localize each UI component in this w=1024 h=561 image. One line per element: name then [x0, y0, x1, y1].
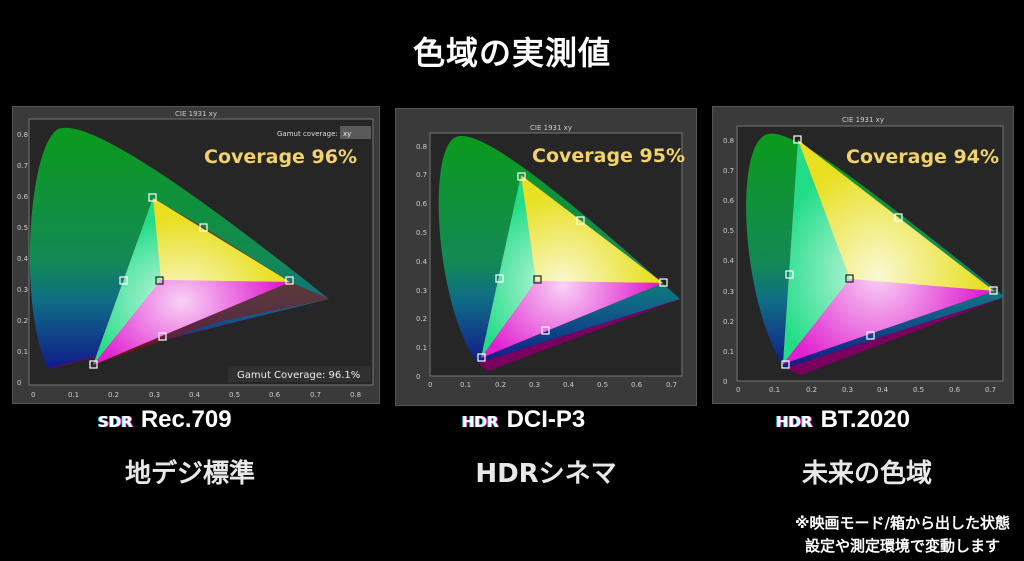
svg-text:0.4: 0.4 [17, 255, 29, 263]
svg-text:0.6: 0.6 [949, 386, 961, 394]
svg-text:0.4: 0.4 [877, 386, 889, 394]
svg-text:0.1: 0.1 [17, 348, 28, 356]
svg-text:0.8: 0.8 [17, 131, 28, 139]
svg-text:0.3: 0.3 [842, 386, 853, 394]
svg-text:0.3: 0.3 [149, 391, 160, 399]
svg-text:0.7: 0.7 [985, 386, 996, 394]
svg-text:0.4: 0.4 [189, 391, 201, 399]
page-title: 色域の実測値 [412, 34, 611, 72]
standard-label-rec709: SDR Rec.709 [98, 406, 232, 433]
svg-text:0.1: 0.1 [460, 381, 471, 389]
subtitle-bt2020: 未来の色域 [801, 459, 932, 489]
svg-text:0.8: 0.8 [350, 391, 361, 399]
svg-text:0.6: 0.6 [416, 200, 428, 208]
gamut-coverage-label: Gamut coverage: [277, 130, 338, 138]
svg-text:0.7: 0.7 [723, 167, 734, 175]
svg-text:0.5: 0.5 [416, 229, 427, 237]
svg-text:0.3: 0.3 [529, 381, 540, 389]
gamut-coverage-dropdown[interactable] [340, 126, 371, 139]
svg-text:0.3: 0.3 [723, 288, 734, 296]
coverage-annotation: Coverage 94% [846, 146, 999, 168]
svg-text:0.2: 0.2 [806, 386, 817, 394]
svg-text:0.2: 0.2 [495, 381, 506, 389]
svg-text:0.6: 0.6 [17, 193, 29, 201]
svg-text:0.6: 0.6 [631, 381, 643, 389]
svg-text:0.7: 0.7 [416, 171, 427, 179]
svg-text:0.7: 0.7 [666, 381, 677, 389]
svg-text:0.4: 0.4 [416, 258, 428, 266]
svg-text:xy: xy [343, 130, 351, 138]
svg-text:0.1: 0.1 [723, 348, 734, 356]
svg-text:CIE 1931 xy: CIE 1931 xy [842, 116, 884, 124]
chart-title: CIE 1931 xy [175, 110, 217, 118]
chart-panel-bt2020: CIE 1931 xy 0 0.1 0.2 0.3 0.4 0.5 0.6 0.7 0.8 0 0… [712, 106, 1014, 404]
svg-text:0: 0 [31, 391, 35, 399]
svg-text:0.6: 0.6 [269, 391, 281, 399]
svg-text:0.5: 0.5 [229, 391, 240, 399]
subtitle-dcip3: HDRシネマ [475, 459, 617, 489]
subtitle-rec709: 地デジ標準 [124, 459, 255, 489]
svg-text:0.2: 0.2 [416, 315, 427, 323]
svg-text:0: 0 [416, 373, 420, 381]
gamut-coverage-value: Gamut Coverage: 96.1% [237, 370, 360, 381]
svg-text:0.1: 0.1 [68, 391, 79, 399]
svg-text:0.7: 0.7 [17, 162, 28, 170]
svg-text:0.2: 0.2 [17, 317, 28, 325]
standard-label-bt2020: HDR BT.2020 [776, 406, 910, 433]
svg-text:0.8: 0.8 [416, 143, 427, 151]
svg-text:0.5: 0.5 [913, 386, 924, 394]
hdr-badge: HDR [776, 413, 813, 431]
svg-text:0: 0 [17, 379, 21, 387]
coverage-annotation: Coverage 95% [532, 145, 685, 167]
svg-text:0.8: 0.8 [723, 137, 734, 145]
svg-text:0.2: 0.2 [108, 391, 119, 399]
chart-panel-rec709: CIE 1931 xy 0 0.1 0.2 0.3 0.4 0.5 0.6 0.7 0.8 0 0… [12, 106, 380, 404]
footnote: ※映画モード/箱から出した状態 設定や測定環境で変動します [794, 514, 1010, 555]
sdr-badge: SDR [98, 413, 133, 431]
svg-text:0.6: 0.6 [723, 197, 735, 205]
svg-text:0: 0 [723, 378, 727, 386]
svg-text:0.3: 0.3 [416, 287, 427, 295]
svg-text:0: 0 [736, 386, 740, 394]
svg-text:0.4: 0.4 [563, 381, 575, 389]
coverage-annotation: Coverage 96% [204, 146, 357, 168]
svg-text:0.5: 0.5 [17, 224, 28, 232]
standard-label-dcip3: HDR DCI-P3 [462, 406, 586, 433]
svg-text:CIE 1931 xy: CIE 1931 xy [530, 124, 572, 132]
svg-text:0.1: 0.1 [769, 386, 780, 394]
svg-text:0.3: 0.3 [17, 286, 28, 294]
chart-panel-dcip3: CIE 1931 xy 0 0.1 0.2 0.3 0.4 0.5 0.6 0.7 0.8 0 0… [395, 108, 697, 406]
svg-text:0.5: 0.5 [597, 381, 608, 389]
svg-text:0: 0 [428, 381, 432, 389]
svg-text:0.1: 0.1 [416, 344, 427, 352]
hdr-badge: HDR [462, 413, 499, 431]
svg-text:0.2: 0.2 [723, 318, 734, 326]
svg-text:0.7: 0.7 [310, 391, 321, 399]
svg-text:0.4: 0.4 [723, 257, 735, 265]
svg-text:0.5: 0.5 [723, 227, 734, 235]
